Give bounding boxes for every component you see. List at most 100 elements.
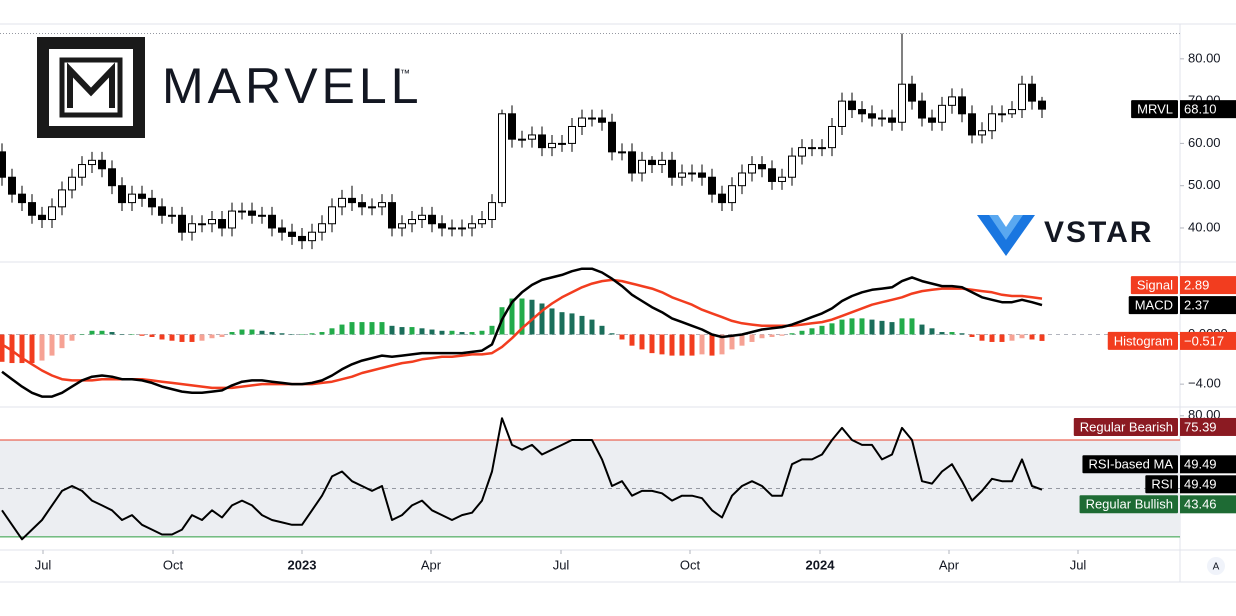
candle-body	[468, 223, 476, 229]
y-tick-label: 80.00	[1188, 50, 1221, 65]
histogram-bar	[659, 334, 665, 355]
histogram-bar	[759, 334, 765, 339]
x-tick-label: Apr	[421, 557, 442, 572]
line	[1, 267, 1043, 398]
histogram-bar	[329, 328, 335, 335]
candle-body	[608, 121, 616, 153]
candle-body	[458, 227, 466, 230]
candle-body	[948, 96, 956, 106]
histogram-bar	[49, 334, 55, 356]
candle-body	[328, 206, 336, 225]
histogram-bar	[139, 334, 145, 336]
candle-body	[168, 214, 176, 217]
histogram-bar	[829, 323, 835, 335]
histogram-bar	[899, 318, 905, 335]
x-tick-label: Jul	[1070, 557, 1087, 572]
candle-body	[338, 197, 346, 208]
tag-name-bg	[1082, 455, 1178, 474]
tag-value-bg	[1180, 475, 1236, 494]
tag-value: 43.46	[1184, 497, 1217, 512]
histogram-bar	[709, 334, 715, 356]
candle-body	[678, 172, 686, 178]
auto-button[interactable]: A	[1207, 557, 1225, 575]
histogram-bar	[419, 328, 425, 335]
candle-body	[628, 151, 636, 174]
tag-value-bg	[1180, 417, 1236, 436]
candle-body	[158, 206, 166, 216]
price-tag: RSI-based MA 49.49	[1082, 455, 1236, 474]
histogram-bar	[69, 334, 75, 341]
histogram-bar	[929, 328, 935, 335]
tag-value-bg	[1180, 276, 1236, 295]
candle-body	[638, 159, 646, 174]
histogram-bar	[1039, 334, 1045, 341]
logo-text: MARVELL	[162, 58, 423, 114]
candle-body	[68, 176, 76, 191]
candle-body	[858, 109, 866, 115]
tag-value: −0.517	[1184, 333, 1224, 348]
histogram-bar	[109, 332, 115, 335]
candle-body	[748, 164, 756, 174]
candle-body	[278, 227, 286, 233]
candle-body	[868, 113, 876, 119]
candle-body	[308, 231, 316, 242]
histogram-bar	[619, 334, 625, 340]
tag-value: 2.89	[1184, 278, 1209, 293]
histogram-bar	[789, 333, 795, 335]
histogram-bar	[439, 330, 445, 335]
histogram-bar	[369, 322, 375, 335]
marvell-logo: MARVELL ™	[37, 37, 423, 138]
histogram-bar	[489, 325, 495, 335]
histogram-bar	[819, 325, 825, 335]
y-tick-label: 50.00	[1188, 177, 1221, 192]
candle-body	[828, 125, 836, 149]
tag-name: Regular Bearish	[1080, 419, 1173, 434]
histogram-bar	[639, 334, 645, 350]
histogram-bar	[129, 334, 135, 336]
histogram-bar	[779, 334, 785, 336]
histogram-bar	[749, 334, 755, 342]
price-tag: Regular Bullish 43.46	[1079, 495, 1236, 514]
candle-body	[238, 210, 246, 213]
candle-body	[478, 219, 486, 225]
histogram-bar	[469, 332, 475, 335]
tag-value-bg	[1180, 100, 1236, 119]
candle-body	[1038, 100, 1046, 110]
histogram-bar	[259, 330, 265, 335]
candle-body	[888, 117, 896, 123]
histogram-bar	[979, 334, 985, 341]
histogram-bar	[119, 334, 125, 336]
histogram-bar	[449, 330, 455, 335]
histogram-bar	[869, 319, 875, 335]
histogram-bar	[649, 334, 655, 354]
candle-body	[808, 147, 816, 150]
logo-shape	[998, 215, 1014, 227]
histogram-bar	[699, 334, 705, 355]
auto-button-label[interactable]: A	[1213, 562, 1220, 573]
price-tag: Signal 2.89	[1130, 276, 1236, 295]
y-tick-label: 60.00	[1188, 135, 1221, 150]
candle-body	[138, 193, 146, 199]
histogram-bar	[719, 334, 725, 355]
candle-body	[548, 142, 556, 149]
auto-button-bg[interactable]	[1207, 557, 1225, 575]
candle-body	[938, 104, 946, 123]
histogram-bar	[59, 334, 65, 349]
candle-body	[788, 155, 796, 178]
histogram-bar	[569, 313, 575, 335]
candle-body	[568, 125, 576, 144]
candle-body	[718, 193, 726, 204]
histogram-bar	[769, 334, 775, 337]
tag-value-bg	[1180, 455, 1236, 474]
histogram-bar	[189, 334, 195, 342]
logo-text: VSTAR	[1044, 216, 1153, 249]
histogram-bar	[389, 325, 395, 335]
tag-name: RSI	[1151, 477, 1173, 492]
candle-body	[78, 164, 86, 178]
tag-name: MACD	[1135, 298, 1173, 313]
histogram-bar	[969, 334, 975, 337]
tag-value: 68.10	[1184, 102, 1217, 117]
tag-name: Histogram	[1114, 333, 1173, 348]
candle-body	[588, 117, 596, 120]
candle-body	[118, 185, 126, 204]
